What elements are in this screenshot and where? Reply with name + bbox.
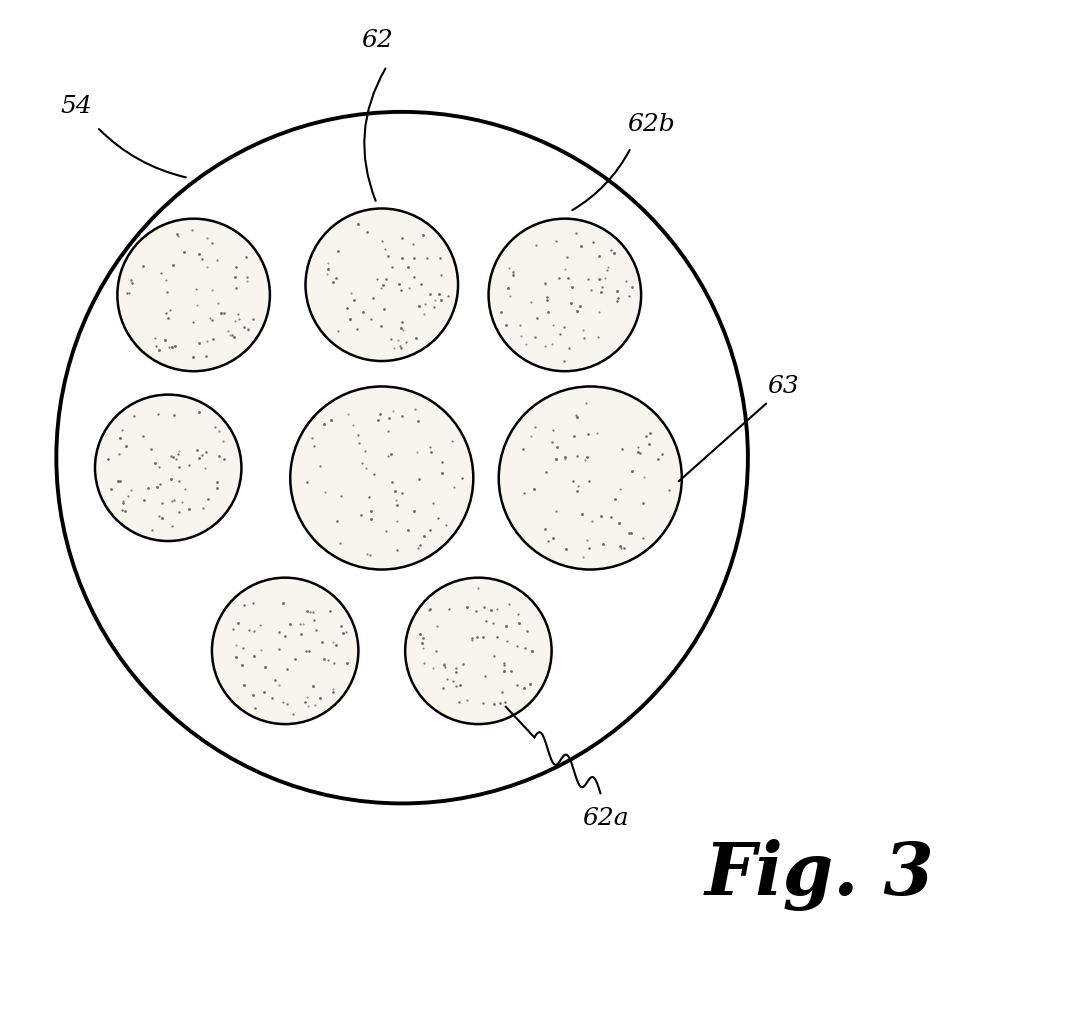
Circle shape [291, 386, 474, 570]
Text: Fig. 3: Fig. 3 [705, 839, 934, 910]
Text: 62: 62 [360, 29, 392, 52]
Text: 62b: 62b [627, 113, 675, 135]
Text: 54: 54 [61, 96, 93, 118]
Circle shape [57, 112, 748, 803]
Circle shape [95, 395, 242, 541]
Circle shape [212, 578, 358, 724]
Text: 62a: 62a [583, 807, 628, 830]
Text: 63: 63 [768, 375, 799, 398]
Circle shape [118, 219, 270, 371]
Circle shape [306, 208, 458, 361]
Circle shape [489, 219, 641, 371]
Circle shape [405, 578, 552, 724]
Circle shape [499, 386, 682, 570]
